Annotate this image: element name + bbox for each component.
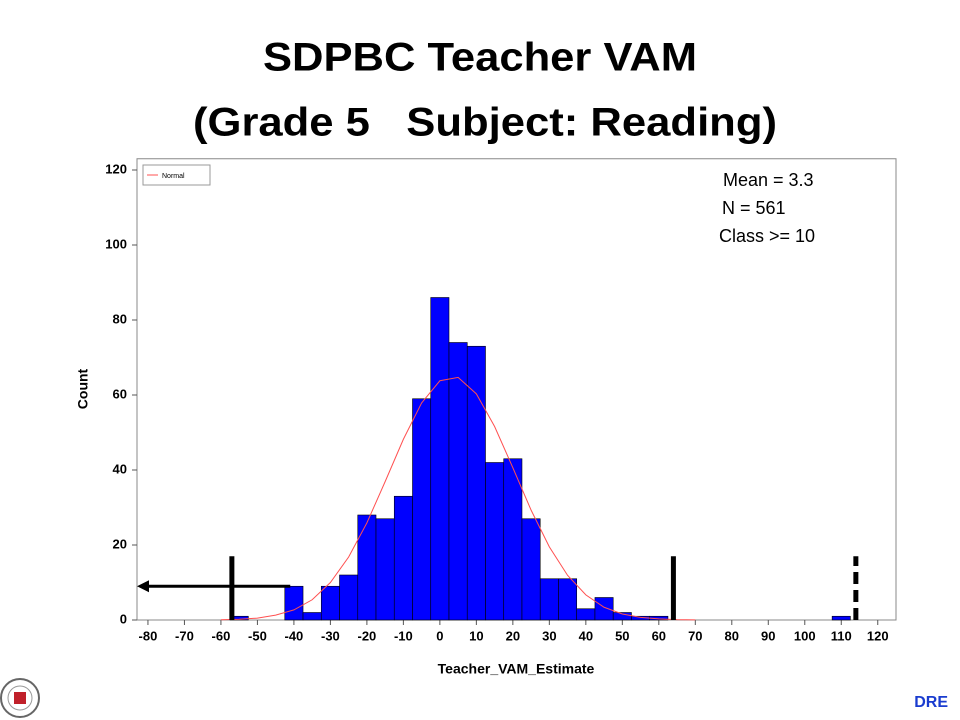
- y-tick-label: 60: [113, 386, 127, 401]
- bar: [412, 398, 432, 621]
- annotation: Class >= 10: [719, 226, 815, 246]
- bar: [539, 578, 559, 621]
- footer-label: DRE: [914, 694, 948, 711]
- bar: [302, 612, 322, 621]
- y-tick-label: 120: [105, 161, 127, 176]
- x-tick-label: 30: [542, 628, 556, 643]
- y-tick-label: 0: [120, 611, 127, 626]
- x-tick-label: 20: [506, 628, 520, 643]
- x-tick-label: 100: [794, 628, 816, 643]
- normal-curve: [220, 376, 696, 621]
- bar: [375, 518, 395, 621]
- x-tick-label: 110: [831, 628, 852, 643]
- x-tick-label: 90: [761, 628, 775, 643]
- bar: [485, 462, 505, 621]
- bar: [339, 574, 359, 621]
- title-line: (Grade 5 Subject: Reading): [193, 101, 777, 145]
- x-tick-label: -20: [357, 628, 376, 643]
- x-tick-label: -50: [248, 628, 267, 643]
- x-tick-label: -30: [321, 628, 340, 643]
- bar: [576, 608, 596, 621]
- bar: [357, 514, 377, 621]
- bar: [831, 615, 851, 621]
- logo: [0, 678, 40, 718]
- x-tick-label: -40: [285, 628, 304, 643]
- x-tick-label: 60: [652, 628, 666, 643]
- x-tick-label: 70: [688, 628, 702, 643]
- bar: [320, 585, 340, 621]
- bar: [594, 597, 614, 621]
- annotation: N = 561: [722, 198, 786, 218]
- x-axis-label: Teacher_VAM_Estimate: [438, 661, 595, 677]
- y-tick-label: 80: [113, 311, 127, 326]
- bar: [393, 495, 413, 621]
- legend: Normal: [142, 164, 211, 186]
- arrow-head: [137, 580, 149, 593]
- bar: [521, 518, 541, 621]
- bar: [430, 297, 450, 621]
- x-tick-label: 50: [615, 628, 629, 643]
- x-tick-label: -80: [139, 628, 158, 643]
- y-axis-label: Count: [75, 368, 91, 409]
- x-tick-label: 0: [436, 628, 443, 643]
- bar: [448, 342, 468, 621]
- bar: [284, 585, 304, 621]
- bar: [558, 578, 578, 621]
- x-tick-label: -60: [212, 628, 231, 643]
- x-tick-label: 10: [469, 628, 483, 643]
- x-tick-label: 40: [579, 628, 593, 643]
- y-tick-label: 40: [113, 461, 127, 476]
- annotation: Mean = 3.3: [723, 170, 814, 190]
- y-tick-label: 100: [105, 236, 127, 251]
- bar: [466, 345, 486, 621]
- title-line: SDPBC Teacher VAM: [263, 36, 697, 80]
- x-tick-label: -10: [394, 628, 413, 643]
- legend-box: [142, 164, 211, 186]
- x-tick-label: 80: [725, 628, 739, 643]
- y-tick-label: 20: [113, 536, 127, 551]
- x-tick-label: -70: [175, 628, 194, 643]
- x-tick-label: 120: [867, 628, 889, 643]
- legend-label: Normal: [162, 173, 185, 180]
